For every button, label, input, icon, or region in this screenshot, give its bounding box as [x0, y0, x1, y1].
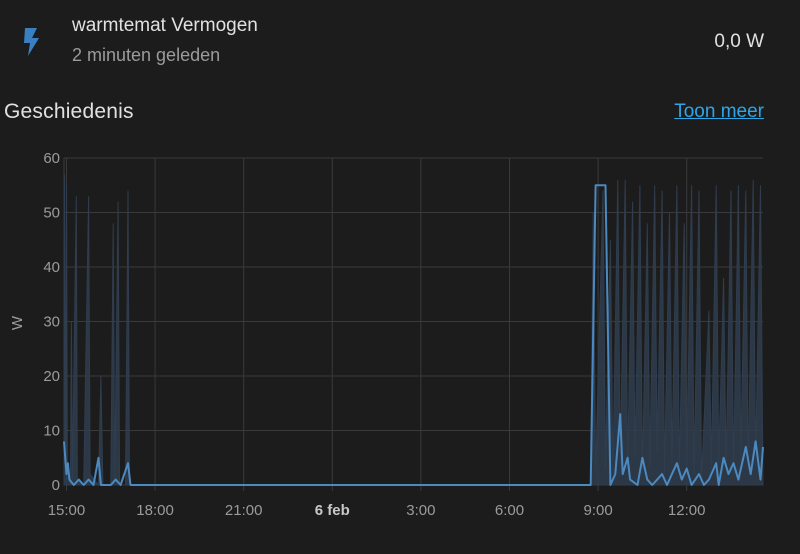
- history-chart-svg: 0 10 20 30 40 50 60 15:00 18:00 21:00 6 feb 3:00 6:…: [9, 150, 764, 519]
- x-tick-label: 12:00: [668, 502, 706, 519]
- history-header: Geschiedenis Toon meer: [0, 96, 800, 130]
- y-tick-label: 30: [43, 314, 60, 331]
- flash-icon: [24, 28, 39, 56]
- entity-last-changed: 2 minuten geleden: [72, 45, 221, 65]
- y-tick-label: 40: [43, 259, 60, 276]
- x-tick-label: 18:00: [136, 502, 174, 519]
- y-tick-label: 0: [52, 477, 60, 494]
- y-tick-label: 50: [43, 205, 60, 222]
- y-tick-label: 60: [43, 150, 60, 167]
- x-tick-label: 3:00: [406, 502, 435, 519]
- x-tick-label: 6:00: [495, 502, 524, 519]
- entity-name: warmtemat Vermogen: [72, 15, 258, 36]
- history-title: Geschiedenis: [4, 100, 134, 123]
- x-tick-label: 6 feb: [315, 502, 350, 519]
- x-tick-label: 21:00: [225, 502, 263, 519]
- max-band-area: [63, 174, 764, 487]
- show-more-link[interactable]: Toon meer: [674, 101, 764, 122]
- entity-row: warmtemat Vermogen 2 minuten geleden 0,0…: [0, 0, 800, 84]
- history-chart[interactable]: 0 10 20 30 40 50 60 15:00 18:00 21:00 6 feb 3:00 6:…: [0, 140, 800, 540]
- y-axis-label: W: [9, 315, 26, 330]
- x-tick-label: 15:00: [48, 502, 86, 519]
- entity-state: 0,0 W: [714, 31, 764, 52]
- x-tick-label: 9:00: [583, 502, 612, 519]
- y-tick-label: 10: [43, 423, 60, 440]
- mean-line: [63, 184, 764, 486]
- y-tick-label: 20: [43, 368, 60, 385]
